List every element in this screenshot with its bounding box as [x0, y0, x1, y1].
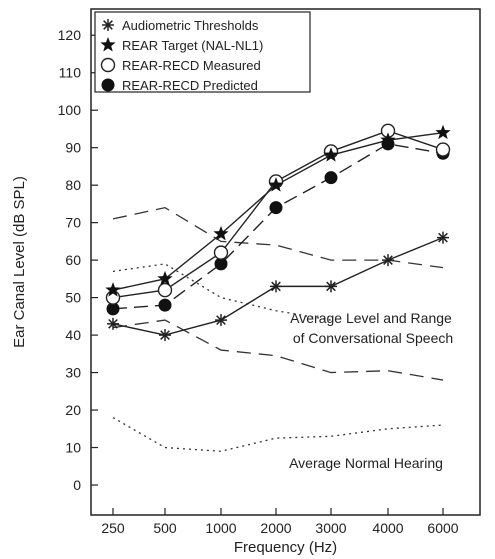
x-axis-label: Frequency (Hz)	[234, 539, 337, 556]
asterisk-stroke	[326, 281, 336, 292]
asterisk-marker	[270, 280, 282, 293]
band-line	[112, 416, 444, 452]
plot-frame	[90, 8, 481, 516]
filled-circle-marker	[158, 298, 172, 312]
asterisk-stroke	[383, 255, 393, 265]
legend-label: REAR-RECD Predicted	[122, 78, 258, 93]
asterisk-stroke	[103, 20, 113, 30]
asterisk-marker	[382, 254, 394, 267]
y-tick-label: 60	[65, 252, 81, 268]
series-markers	[105, 123, 451, 342]
y-tick-label: 110	[59, 65, 82, 81]
star-marker	[213, 225, 229, 241]
legend-label: REAR-RECD Measured	[122, 58, 261, 73]
normal-hearing-annotation: Average Normal Hearing	[289, 455, 443, 471]
y-tick-label: 0	[73, 477, 81, 493]
speech-annotation-line1: Average Level and Range	[290, 310, 452, 326]
x-tick-label: 3000	[315, 520, 346, 536]
star-marker	[157, 270, 173, 286]
asterisk-marker	[102, 19, 114, 31]
asterisk-stroke	[271, 281, 281, 292]
x-tick-label: 500	[153, 520, 177, 536]
filled-circle-marker	[324, 171, 338, 185]
x-axis-ticks: 250 500 1000 2000 3000 4000 6000	[101, 508, 459, 536]
y-tick-label: 20	[65, 402, 81, 418]
asterisk-marker	[215, 314, 227, 327]
asterisk-stroke	[438, 232, 448, 243]
asterisk-marker	[437, 231, 449, 244]
y-tick-label: 120	[58, 27, 82, 43]
x-tick-label: 4000	[372, 520, 403, 536]
asterisk-marker	[107, 317, 119, 330]
star-marker	[268, 177, 284, 192]
open-circle-marker	[100, 57, 116, 73]
y-axis-ticks: 0 10 20 30 40 50 60 70 80 90 100 110 120	[58, 27, 98, 493]
y-tick-label: 10	[65, 440, 81, 456]
series-line	[112, 130, 444, 299]
x-tick-label: 2000	[260, 520, 291, 536]
asterisk-stroke	[160, 330, 170, 340]
asterisk-marker	[159, 329, 171, 342]
band-line	[112, 263, 332, 321]
asterisk-stroke	[108, 318, 118, 329]
y-tick-label: 90	[65, 140, 81, 156]
y-tick-label: 50	[65, 290, 81, 306]
asterisk-stroke	[216, 315, 226, 325]
y-tick-label: 40	[65, 327, 81, 343]
open-circle-marker	[157, 282, 173, 298]
open-circle-marker	[435, 142, 451, 157]
x-tick-label: 250	[101, 520, 125, 536]
asterisk-marker	[325, 280, 337, 293]
legend-label: Audiometric Thresholds	[122, 18, 259, 33]
star-marker	[100, 37, 116, 52]
legend: Audiometric Thresholds REAR Target (NAL-N…	[94, 11, 311, 93]
legend-label: REAR Target (NAL-NL1)	[122, 38, 263, 53]
y-tick-label: 70	[65, 215, 81, 231]
filled-circle-marker	[101, 78, 115, 92]
x-tick-label: 6000	[427, 520, 458, 536]
star-marker	[323, 147, 339, 162]
y-axis-label: Ear Canal Level (dB SPL)	[11, 176, 28, 348]
y-tick-label: 80	[65, 177, 81, 193]
star-marker	[105, 282, 121, 297]
filled-circle-marker	[214, 257, 228, 271]
speech-annotation-line2: of Conversational Speech	[293, 330, 453, 346]
y-tick-label: 100	[58, 102, 82, 118]
band-line	[112, 319, 444, 381]
open-circle-marker	[213, 245, 229, 260]
x-tick-label: 1000	[205, 520, 236, 536]
star-marker	[435, 124, 451, 140]
legend-box	[94, 11, 311, 93]
filled-circle-marker	[269, 201, 283, 215]
star-marker	[380, 132, 396, 147]
filled-circle-marker	[106, 302, 120, 316]
y-tick-label: 30	[65, 365, 81, 381]
